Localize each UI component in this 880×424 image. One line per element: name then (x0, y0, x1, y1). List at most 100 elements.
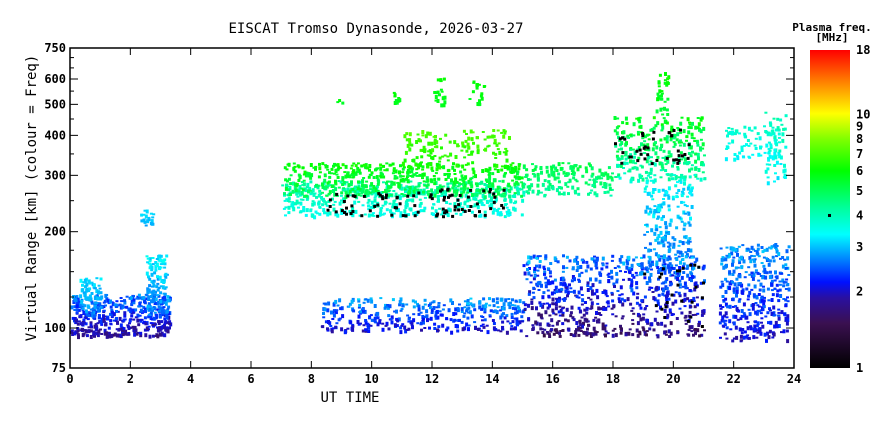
data-point (400, 308, 404, 310)
data-point (467, 147, 471, 150)
trace-point (398, 202, 402, 206)
data-point (438, 310, 442, 313)
data-point (544, 254, 548, 259)
data-point (352, 173, 356, 178)
data-point (665, 291, 669, 295)
trace-point (430, 197, 434, 201)
trace-point (334, 210, 338, 214)
data-point (95, 310, 99, 313)
data-point (729, 130, 732, 135)
data-point (635, 117, 639, 120)
data-point (562, 265, 565, 270)
data-point (501, 325, 504, 330)
data-point (643, 140, 647, 143)
data-point (492, 322, 496, 325)
data-point (591, 283, 595, 288)
data-point (564, 182, 568, 187)
data-point (678, 294, 682, 298)
data-point (482, 297, 486, 301)
data-point (787, 274, 791, 276)
data-point (664, 163, 668, 166)
data-point (747, 266, 751, 269)
trace-point (702, 281, 705, 285)
data-point (73, 309, 77, 311)
data-point (162, 292, 166, 295)
data-point (619, 327, 623, 331)
data-point (409, 175, 413, 177)
data-point (478, 99, 481, 104)
data-point (429, 178, 433, 183)
data-point (690, 330, 694, 333)
data-point (155, 333, 159, 336)
data-point (428, 149, 432, 153)
data-point (433, 145, 437, 148)
data-point (512, 327, 516, 331)
data-point (560, 186, 563, 190)
data-point (463, 177, 467, 181)
data-point (624, 150, 628, 155)
data-point (643, 276, 647, 280)
data-point (734, 250, 738, 253)
data-point (555, 321, 559, 326)
data-point (643, 135, 647, 139)
data-point (141, 219, 145, 223)
data-point (764, 315, 768, 318)
data-point (688, 240, 692, 243)
data-point (777, 132, 781, 136)
data-point (442, 96, 446, 100)
data-point (84, 297, 88, 300)
data-point (479, 199, 483, 204)
data-point (627, 277, 631, 281)
data-point (438, 156, 442, 160)
data-point (457, 182, 461, 187)
data-point (407, 213, 411, 217)
data-point (676, 250, 680, 254)
data-point (426, 178, 430, 183)
data-point (657, 277, 660, 281)
data-point (756, 304, 760, 307)
data-point (690, 205, 694, 209)
data-point (678, 216, 682, 220)
data-point (754, 147, 758, 150)
data-point (297, 179, 301, 182)
data-point (554, 306, 558, 311)
data-point (590, 301, 594, 306)
data-point (675, 317, 679, 320)
data-point (574, 330, 578, 335)
data-point (546, 267, 550, 271)
data-point (115, 333, 119, 338)
data-point (516, 176, 520, 179)
trace-point (660, 307, 664, 311)
trace-point (687, 143, 691, 147)
data-point (421, 305, 425, 310)
data-point (488, 192, 492, 196)
data-point (439, 313, 443, 317)
data-point (547, 189, 551, 191)
data-point (289, 182, 293, 186)
data-point (604, 182, 608, 187)
data-point (289, 193, 292, 196)
data-point (327, 200, 331, 203)
data-point (157, 295, 161, 298)
data-point (501, 179, 505, 183)
data-point (700, 313, 704, 317)
data-point (660, 282, 664, 285)
data-point (518, 308, 521, 313)
data-point (614, 333, 618, 338)
data-point (109, 322, 113, 325)
data-point (547, 333, 551, 336)
data-point (145, 326, 149, 331)
data-point (636, 148, 640, 151)
data-point (617, 135, 620, 139)
data-point (390, 184, 394, 186)
data-point (337, 165, 341, 170)
data-point (663, 138, 667, 141)
data-point (403, 186, 407, 189)
data-point (313, 215, 317, 220)
data-point (640, 299, 644, 303)
data-point (507, 166, 511, 170)
data-point (630, 309, 634, 312)
data-point (539, 167, 543, 170)
data-point (488, 135, 492, 139)
data-point (657, 80, 661, 85)
